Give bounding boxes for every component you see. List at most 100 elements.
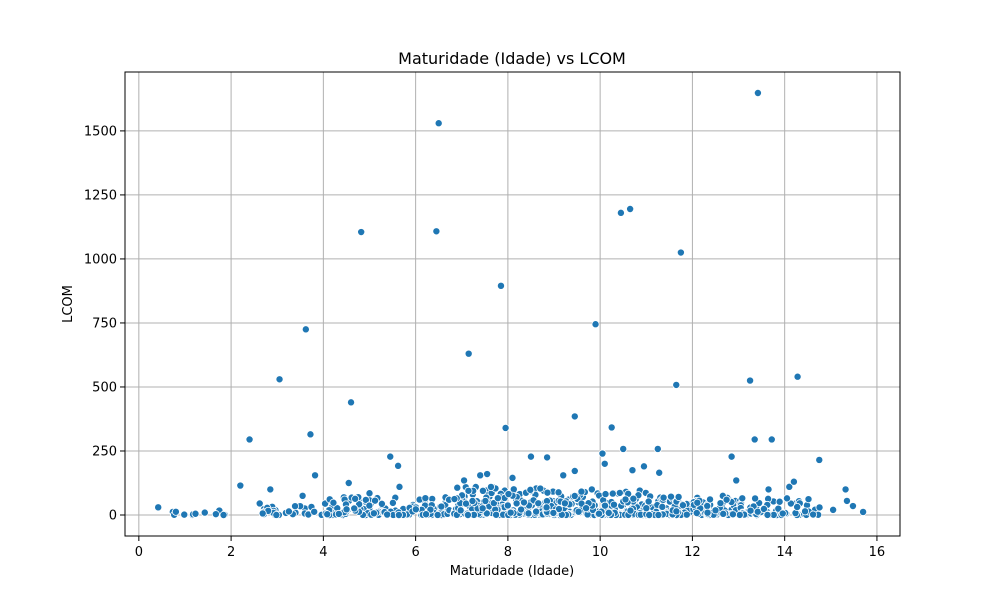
data-point bbox=[644, 497, 653, 506]
data-point bbox=[347, 398, 356, 407]
y-tick-label: 750 bbox=[92, 316, 117, 331]
data-point bbox=[434, 119, 443, 128]
y-axis-label: LCOM bbox=[61, 285, 76, 323]
data-point bbox=[601, 490, 610, 499]
data-point bbox=[693, 498, 702, 507]
data-point bbox=[468, 496, 477, 505]
data-point bbox=[815, 503, 824, 512]
data-point bbox=[298, 491, 307, 500]
data-point bbox=[519, 498, 528, 507]
data-point bbox=[659, 493, 668, 502]
data-point bbox=[171, 507, 180, 516]
data-point bbox=[674, 492, 683, 501]
data-point bbox=[464, 486, 473, 495]
data-point bbox=[703, 508, 712, 517]
data-point bbox=[628, 466, 637, 475]
data-point bbox=[672, 507, 681, 516]
data-point bbox=[642, 504, 651, 513]
data-point bbox=[626, 204, 635, 213]
data-point bbox=[543, 453, 552, 462]
data-point bbox=[255, 499, 264, 508]
x-tick-label: 2 bbox=[227, 545, 235, 560]
data-point bbox=[211, 510, 220, 519]
data-point bbox=[266, 485, 275, 494]
data-point bbox=[587, 485, 596, 494]
data-point bbox=[577, 487, 586, 496]
data-point bbox=[645, 510, 654, 519]
data-point bbox=[395, 482, 404, 491]
data-point bbox=[154, 503, 163, 512]
data-point bbox=[526, 452, 535, 461]
data-point bbox=[532, 507, 541, 516]
data-point bbox=[275, 375, 284, 384]
data-point bbox=[464, 349, 473, 358]
data-point bbox=[719, 509, 728, 518]
data-point bbox=[778, 509, 787, 518]
x-tick-label: 14 bbox=[776, 545, 793, 560]
data-point bbox=[291, 502, 300, 511]
data-point bbox=[595, 509, 604, 518]
data-point bbox=[421, 494, 430, 503]
data-point bbox=[284, 507, 293, 516]
data-point bbox=[615, 488, 624, 497]
data-point bbox=[383, 510, 392, 519]
data-point bbox=[456, 506, 465, 515]
data-point bbox=[804, 495, 813, 504]
data-point bbox=[245, 435, 254, 444]
data-point bbox=[609, 500, 618, 509]
data-point bbox=[180, 510, 189, 519]
data-point bbox=[801, 507, 810, 516]
data-point bbox=[616, 208, 625, 217]
x-tick-label: 8 bbox=[504, 545, 512, 560]
data-point bbox=[512, 499, 521, 508]
data-point bbox=[482, 509, 491, 518]
data-point bbox=[782, 494, 791, 503]
data-point bbox=[542, 503, 551, 512]
data-point bbox=[503, 501, 512, 510]
data-point bbox=[582, 504, 591, 513]
data-point bbox=[200, 508, 209, 517]
x-tick-label: 16 bbox=[869, 545, 886, 560]
data-point bbox=[570, 412, 579, 421]
data-point bbox=[753, 89, 762, 98]
x-tick-label: 6 bbox=[411, 545, 419, 560]
data-point bbox=[476, 471, 485, 480]
data-point bbox=[815, 455, 824, 464]
data-point bbox=[764, 485, 773, 494]
data-point bbox=[793, 503, 802, 512]
data-point bbox=[629, 494, 638, 503]
data-point bbox=[722, 495, 731, 504]
data-point bbox=[560, 499, 569, 508]
data-point bbox=[365, 489, 374, 498]
data-point bbox=[342, 505, 351, 514]
data-point bbox=[706, 495, 715, 504]
data-point bbox=[437, 502, 446, 511]
data-point bbox=[517, 505, 526, 514]
data-point bbox=[483, 470, 492, 479]
y-tick-label: 1500 bbox=[84, 124, 117, 139]
data-point bbox=[460, 476, 469, 485]
data-point bbox=[809, 510, 818, 519]
data-points bbox=[154, 89, 868, 519]
data-point bbox=[692, 508, 701, 517]
data-point bbox=[570, 491, 579, 500]
x-axis-label: Maturidade (Idade) bbox=[450, 564, 575, 579]
data-point bbox=[554, 505, 563, 514]
data-point bbox=[501, 423, 510, 432]
data-point bbox=[859, 507, 868, 516]
data-point bbox=[763, 510, 772, 519]
data-point bbox=[626, 506, 635, 515]
data-point bbox=[600, 459, 609, 468]
data-point bbox=[600, 501, 609, 510]
data-point bbox=[486, 482, 495, 491]
data-point bbox=[841, 485, 850, 494]
plot-frame bbox=[124, 71, 901, 537]
data-point bbox=[751, 494, 760, 503]
data-point bbox=[774, 504, 783, 513]
data-point bbox=[344, 478, 353, 487]
data-point bbox=[422, 510, 431, 519]
chart-title: Maturidade (Idade) vs LCOM bbox=[398, 49, 626, 68]
data-point bbox=[672, 380, 681, 389]
x-tick-label: 10 bbox=[592, 545, 609, 560]
data-point bbox=[591, 320, 600, 329]
